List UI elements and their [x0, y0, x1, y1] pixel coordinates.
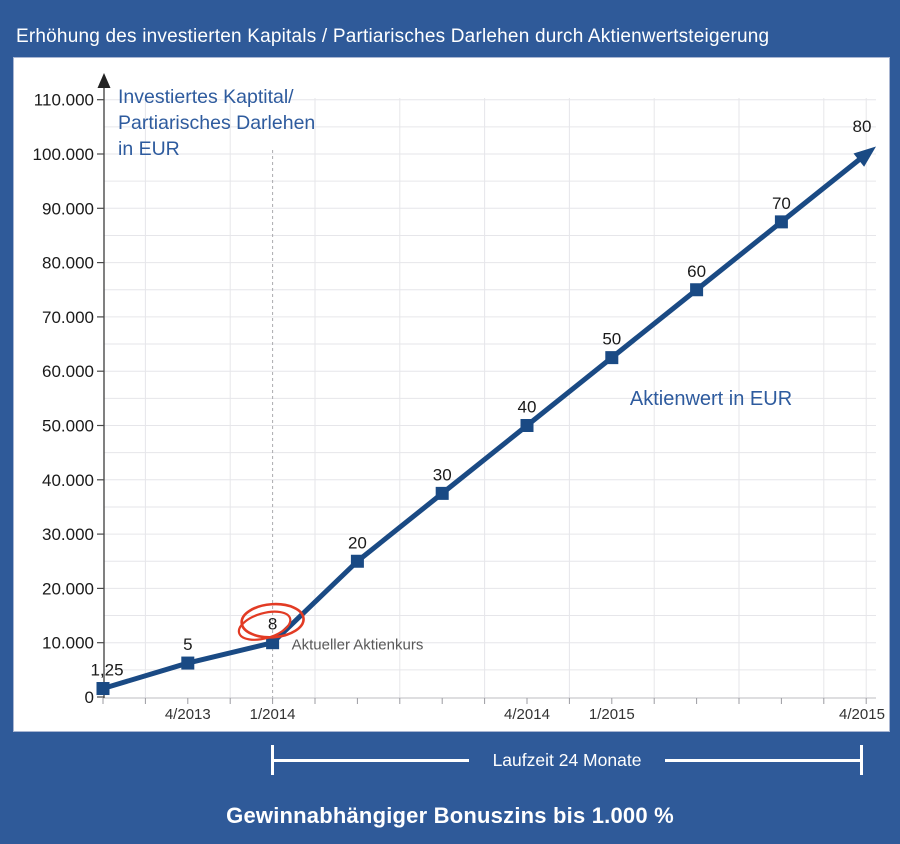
- data-line: [102, 157, 862, 691]
- bracket-left-line: [274, 758, 469, 762]
- y-tick-label: 110.000: [34, 91, 94, 110]
- point-label: 50: [602, 330, 621, 349]
- laufzeit-label: Laufzeit 24 Monate: [492, 749, 642, 770]
- data-point-marker: [350, 554, 364, 568]
- y-tick-label: 70.000: [42, 308, 94, 327]
- x-tick-label: 4/2015: [839, 706, 885, 723]
- bracket-right-line: [665, 758, 861, 762]
- trend-arrow-icon: [853, 146, 876, 167]
- data-point-marker: [605, 351, 619, 365]
- bonus-text: Gewinnabhängiger Bonuszins bis 1.000 %: [226, 803, 674, 828]
- point-label: 30: [433, 465, 452, 484]
- y-tick-label: 50.000: [42, 417, 94, 436]
- x-tick-label: 4/2013: [165, 706, 211, 723]
- point-label: 5: [183, 635, 192, 654]
- chart-canvas: 0 10.000 20.000 30.000 40.000 50.000 60.000 70.…: [33, 73, 885, 723]
- y-tick-label: 10.000: [42, 634, 94, 653]
- y-tick-label: 60.000: [42, 362, 94, 381]
- y-tick-label: 0: [85, 688, 94, 707]
- data-point-marker: [181, 656, 195, 670]
- y-tick-label: 80.000: [42, 254, 94, 273]
- x-tick-label: 4/2014: [504, 706, 550, 723]
- chart-title: Erhöhung des investierten Kapitals / Par…: [16, 26, 770, 47]
- y-tick-label: 40.000: [42, 471, 94, 490]
- y-axis-arrow-icon: [97, 73, 111, 88]
- point-label: 60: [687, 262, 706, 281]
- highlight-circle-annotation: [240, 602, 305, 639]
- y-tick-label: 30.000: [42, 525, 94, 544]
- data-point-marker: [266, 636, 280, 650]
- y-tick-label: 20.000: [42, 579, 94, 598]
- point-label: 20: [348, 533, 367, 552]
- current-price-label: Aktueller Aktienkurs: [292, 637, 424, 654]
- point-label: 1,25: [90, 661, 123, 680]
- point-label: 70: [772, 194, 791, 213]
- x-tick-label: 1/2014: [250, 706, 296, 723]
- point-label: 80: [853, 117, 872, 136]
- point-label: 8: [268, 615, 277, 634]
- y-axis-title-line: in EUR: [118, 138, 180, 160]
- y-axis-title-line: Investiertes Kaptital/: [118, 86, 294, 108]
- data-point-marker: [96, 682, 110, 696]
- y-axis-title-line: Partiarisches Darlehen: [118, 112, 315, 134]
- x-tick-label: 1/2015: [589, 706, 635, 723]
- highlight-circle-annotation: [237, 610, 292, 641]
- bracket-left-cap: [271, 745, 274, 775]
- y-tick-label: 100.000: [33, 145, 94, 164]
- laufzeit-bracket: Laufzeit 24 Monate: [271, 745, 864, 775]
- data-point-marker: [774, 215, 788, 229]
- aktienwert-label: Aktienwert in EUR: [630, 388, 792, 410]
- data-point-marker: [435, 486, 449, 500]
- point-label: 40: [518, 398, 537, 417]
- data-point-marker: [520, 419, 534, 432]
- chart-panel: 0 10.000 20.000 30.000 40.000 50.000 60.000 70.…: [14, 58, 889, 731]
- data-point-marker: [690, 283, 704, 297]
- bracket-right-cap: [860, 745, 864, 775]
- y-tick-label: 90.000: [42, 199, 94, 218]
